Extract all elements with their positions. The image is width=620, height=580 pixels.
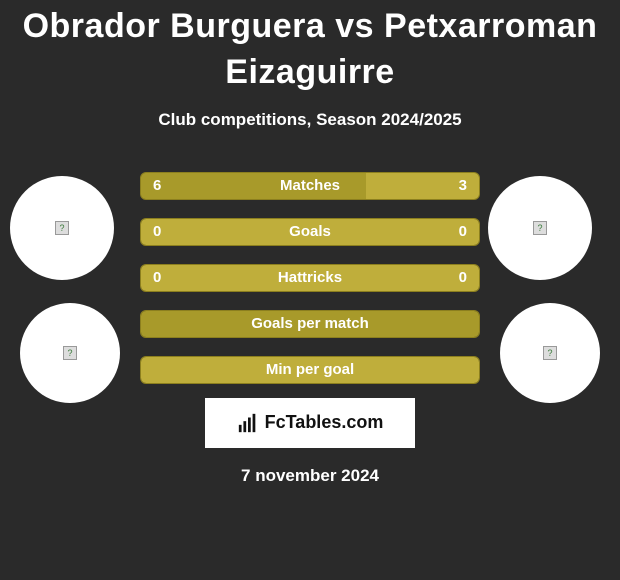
comparison-title: Obrador Burguera vs Petxarroman Eizaguir… bbox=[0, 0, 620, 96]
player-avatar-left-top: ? bbox=[10, 176, 114, 280]
image-placeholder-icon: ? bbox=[543, 346, 557, 360]
player-avatar-right-top: ? bbox=[488, 176, 592, 280]
stat-value-right: 0 bbox=[459, 269, 467, 286]
stat-value-right: 0 bbox=[459, 223, 467, 240]
image-placeholder-icon: ? bbox=[533, 221, 547, 235]
stat-bar: 0 0 Hattricks bbox=[140, 264, 480, 292]
stat-bar: Min per goal bbox=[140, 356, 480, 384]
brand-text: FcTables.com bbox=[265, 412, 384, 433]
stat-bar: 0 0 Goals bbox=[140, 218, 480, 246]
image-placeholder-icon: ? bbox=[55, 221, 69, 235]
stat-label: Min per goal bbox=[266, 361, 354, 378]
stat-bar: Goals per match bbox=[140, 310, 480, 338]
club-logo-left: ? bbox=[20, 303, 120, 403]
stat-label: Goals bbox=[289, 223, 331, 240]
stat-label: Matches bbox=[280, 177, 340, 194]
comparison-date: 7 november 2024 bbox=[0, 466, 620, 486]
stat-bar: 6 3 Matches bbox=[140, 172, 480, 200]
comparison-body: ? ? ? ? 6 3 Matches 0 0 Goals 0 0 Hattricks Goals… bbox=[0, 172, 620, 486]
brand-chart-icon bbox=[237, 412, 259, 434]
comparison-subtitle: Club competitions, Season 2024/2025 bbox=[0, 110, 620, 130]
stat-value-right: 3 bbox=[459, 177, 467, 194]
image-placeholder-icon: ? bbox=[63, 346, 77, 360]
stat-value-left: 0 bbox=[153, 223, 161, 240]
stat-label: Goals per match bbox=[251, 315, 369, 332]
stat-label: Hattricks bbox=[278, 269, 342, 286]
stat-value-left: 0 bbox=[153, 269, 161, 286]
club-logo-right: ? bbox=[500, 303, 600, 403]
brand-badge: FcTables.com bbox=[205, 398, 415, 448]
stat-value-left: 6 bbox=[153, 177, 161, 194]
stat-bars: 6 3 Matches 0 0 Goals 0 0 Hattricks Goals per mat… bbox=[140, 172, 480, 384]
